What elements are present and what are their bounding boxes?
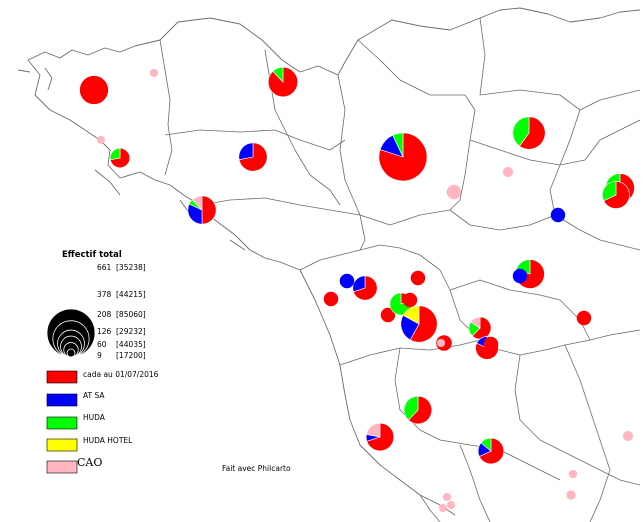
legend-label-atsa: AT SA — [83, 391, 105, 400]
legend-size-value-0: 661 — [97, 263, 112, 272]
pie-slice-atsa — [340, 274, 354, 288]
pie-slice-cao — [566, 490, 575, 499]
pie-symbol-les-sables — [366, 423, 394, 451]
pie-slice-cao — [439, 504, 447, 512]
legend-label-cao: CAO — [77, 456, 102, 469]
pie-slice-cao — [623, 431, 633, 441]
pie-slice-cao — [503, 167, 513, 177]
credit-text: Fait avec Philcarto — [222, 464, 291, 473]
pie-symbol-cao-1 — [150, 69, 158, 77]
pie-symbol-st-nazaire — [324, 292, 338, 306]
pie-symbol-brest — [80, 76, 108, 104]
pie-symbol-nantes-n2 — [403, 293, 417, 307]
legend-label-cada: cada au 01/07/2016 — [83, 370, 159, 379]
pie-slice-atsa — [513, 269, 527, 283]
pie-symbol-cao-2 — [97, 136, 105, 144]
legend: Effectif total 661 [35238] 378 [44215] 2… — [47, 250, 159, 473]
legend-size-bracket-1: [44215] — [116, 290, 146, 299]
pie-symbol-angers — [469, 317, 491, 339]
pie-slice-cada — [324, 292, 338, 306]
pie-slice-cao — [447, 185, 461, 199]
pie-slice-atsa — [551, 208, 565, 222]
pie-symbol-tours — [577, 311, 591, 325]
pie-symbol-la-roche — [404, 396, 432, 424]
legend-size-bracket-0: [35238] — [116, 263, 146, 272]
legend-swatch-cada — [47, 371, 77, 383]
pie-symbol-cao-3 — [447, 185, 461, 199]
pie-slice-cada — [411, 271, 425, 285]
legend-size-bracket-2: [85060] — [116, 310, 146, 319]
pie-slice-cada — [484, 337, 498, 351]
legend-title: Effectif total — [62, 250, 122, 260]
legend-size-circles — [47, 309, 95, 357]
pie-symbol-cao-8 — [566, 490, 575, 499]
pie-slice-cao — [150, 69, 158, 77]
pie-symbol-cao-4 — [503, 167, 513, 177]
legend-size-circle-5 — [67, 349, 75, 357]
pie-symbol-pontchateau — [340, 274, 354, 288]
pie-slice-cao — [437, 339, 445, 347]
pie-symbol-laval-blue — [513, 269, 527, 283]
pie-slice-cao — [97, 136, 105, 144]
legend-size-value-1: 378 — [97, 290, 112, 299]
legend-swatch-atsa — [47, 394, 77, 406]
legend-size-value-2: 208 — [97, 310, 112, 319]
pie-symbol-orne-blue — [551, 208, 565, 222]
legend-size-value-3: 126 — [97, 327, 112, 336]
pie-symbol-cao-10 — [447, 501, 455, 509]
pie-symbol-morlaix — [268, 67, 298, 97]
legend-swatch-cao — [47, 461, 77, 473]
pie-symbol-le-mans-b — [602, 181, 629, 208]
pie-symbol-cao-9 — [443, 493, 451, 501]
pie-symbol-niort — [478, 438, 504, 464]
pie-symbol-cao-7 — [569, 470, 577, 478]
pie-slice-cao — [443, 493, 451, 501]
pie-slice-cada — [202, 196, 216, 224]
legend-label-hotel: HUDA HOTEL — [83, 436, 133, 445]
legend-size-value-5: 9 — [97, 351, 102, 360]
pie-slice-cada — [80, 76, 108, 104]
legend-swatch-huda — [47, 417, 77, 429]
pie-symbol-cao-5 — [437, 339, 445, 347]
pie-slice-cao — [569, 470, 577, 478]
legend-swatch-hotel — [47, 439, 77, 451]
legend-size-bracket-5: [17200] — [116, 351, 146, 360]
pie-symbol-rennes — [379, 133, 427, 181]
pie-slice-cao — [366, 423, 380, 437]
pie-symbol-vannes — [188, 196, 216, 224]
pie-symbol-chateau-gontier — [484, 337, 498, 351]
legend-size-bracket-3: [29232] — [116, 327, 146, 336]
pie-symbol-ancenis — [411, 271, 425, 285]
pie-symbol-nantes — [401, 306, 437, 342]
pie-symbol-chateaubriant — [353, 276, 377, 300]
pie-symbol-st-brieuc — [239, 143, 267, 171]
legend-label-huda: HUDA — [83, 413, 106, 422]
pie-slice-atsa — [239, 143, 253, 160]
legend-size-value-4: 60 — [97, 340, 107, 349]
legend-size-bracket-4: [44035] — [116, 340, 146, 349]
pie-slice-cao — [447, 501, 455, 509]
pie-slice-cada — [403, 293, 417, 307]
pie-symbol-cao-11 — [439, 504, 447, 512]
pie-symbol-alencon — [513, 117, 545, 149]
pie-symbol-quimper — [110, 148, 130, 168]
pie-symbol-cao-6 — [623, 431, 633, 441]
pie-slice-huda — [110, 148, 120, 160]
pie-slice-cada — [577, 311, 591, 325]
